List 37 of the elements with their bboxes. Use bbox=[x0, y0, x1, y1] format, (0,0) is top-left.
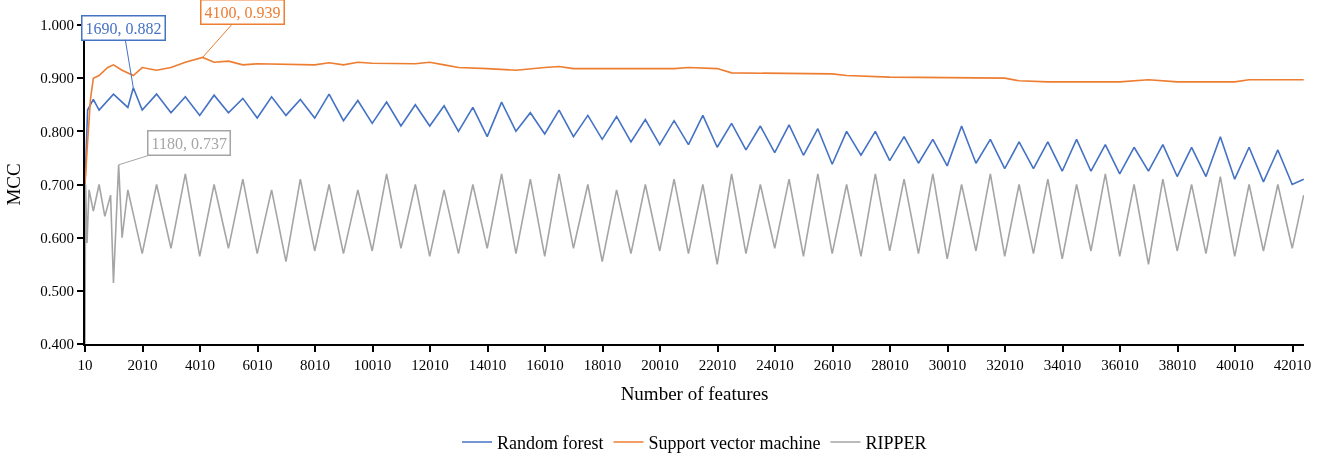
y-tick-label: 0.700 bbox=[40, 176, 74, 193]
x-tick-label: 28010 bbox=[871, 357, 909, 373]
x-tick-label: 10 bbox=[77, 357, 93, 373]
x-tick-label: 34010 bbox=[1043, 357, 1082, 373]
annotation: 4100, 0.939 bbox=[204, 3, 281, 21]
y-tick-label: 0.500 bbox=[40, 283, 74, 300]
x-tick-label: 4010 bbox=[185, 357, 215, 373]
x-tick-label: 20010 bbox=[641, 357, 679, 373]
x-axis-title: Number of features bbox=[620, 383, 769, 405]
x-tick-label: 10010 bbox=[353, 357, 392, 373]
x-tick-label: 12010 bbox=[411, 357, 449, 373]
y-tick-label: 0.600 bbox=[40, 229, 74, 246]
x-tick-label: 32010 bbox=[986, 357, 1024, 373]
legend-label: Random forest bbox=[497, 432, 604, 453]
y-tick-label: 0.900 bbox=[40, 70, 74, 87]
x-tick-label: 6010 bbox=[242, 357, 273, 373]
x-tick-label: 18010 bbox=[583, 357, 622, 373]
x-tick-label: 2010 bbox=[127, 357, 158, 373]
y-axis-title: MCC bbox=[2, 163, 24, 206]
x-tick-label: 22010 bbox=[698, 357, 737, 373]
x-tick-label: 14010 bbox=[468, 357, 507, 373]
x-tick-label: 40010 bbox=[1216, 357, 1254, 373]
x-tick-label: 36010 bbox=[1101, 357, 1139, 373]
x-tick-label: 30010 bbox=[928, 357, 967, 373]
annotation: 1690, 0.882 bbox=[85, 19, 162, 37]
y-tick-label: 1.000 bbox=[40, 17, 74, 34]
x-tick-label: 42010 bbox=[1273, 357, 1312, 373]
legend-label: RIPPER bbox=[865, 432, 927, 453]
x-tick-label: 38010 bbox=[1158, 357, 1197, 373]
annotation: 1180, 0.737 bbox=[151, 134, 227, 152]
x-tick-label: 8010 bbox=[300, 357, 330, 373]
x-tick-label: 26010 bbox=[813, 357, 852, 373]
y-tick-label: 0.800 bbox=[40, 123, 74, 140]
legend-label: Support vector machine bbox=[648, 432, 821, 453]
y-tick-label: 0.400 bbox=[40, 336, 74, 353]
x-tick-label: 24010 bbox=[756, 357, 794, 373]
x-tick-label: 16010 bbox=[526, 357, 564, 373]
